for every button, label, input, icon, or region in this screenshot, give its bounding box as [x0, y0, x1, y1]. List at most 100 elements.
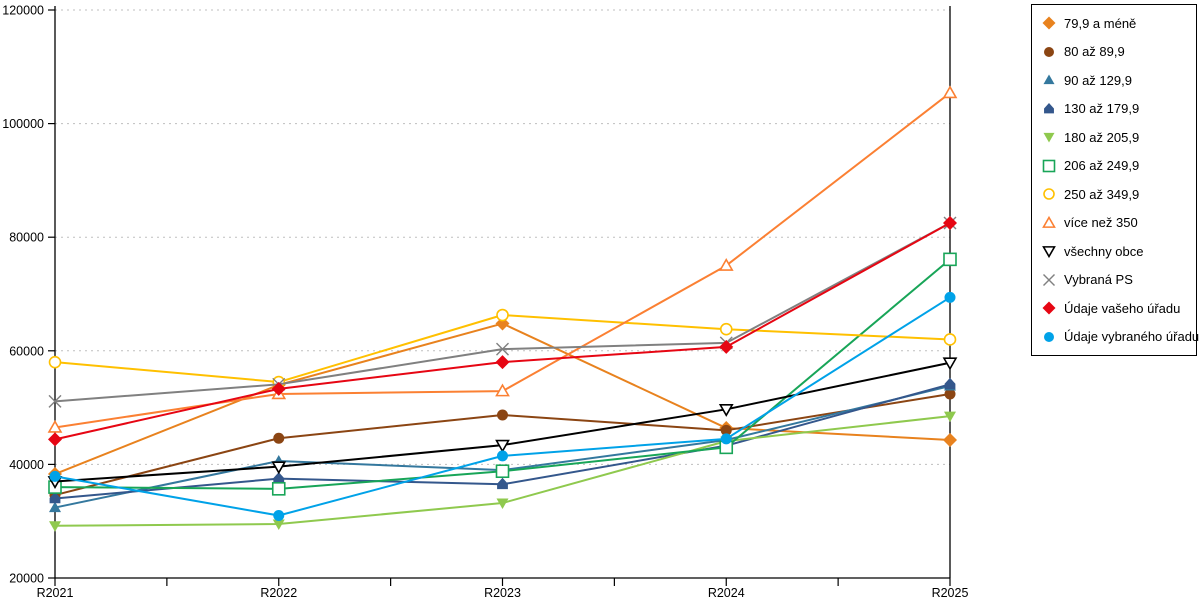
legend-marker-circle-icon	[1044, 331, 1054, 342]
legend-marker-diamond-icon	[1042, 301, 1056, 315]
data-point-marker-circle	[1044, 331, 1054, 342]
series-250-az-349-9	[48, 308, 957, 389]
data-point-marker-circle	[719, 322, 733, 336]
data-point-marker-square	[1042, 159, 1056, 173]
y-axis-tick-label: 100000	[2, 117, 44, 131]
legend-marker-square-icon	[1042, 159, 1056, 173]
legend-item-label: více než 350	[1064, 215, 1138, 231]
data-point-marker-triangle-down	[718, 404, 734, 417]
legend-item-label: všechny obce	[1064, 243, 1144, 259]
legend-item-udaje-vybraneho-uradu[interactable]: Údaje vybraného úřadu	[1032, 329, 1200, 345]
legend-item-vsechny-obce[interactable]: všechny obce	[1032, 243, 1196, 259]
legend-marker-triangle-up-icon	[1043, 74, 1055, 85]
x-axis-tick-label: R2023	[484, 586, 521, 600]
data-point-marker-diamond	[1042, 16, 1056, 30]
data-point-marker-diamond	[1042, 301, 1056, 315]
legend-marker-diamond-icon	[1042, 16, 1056, 30]
legend-marker-circle-icon	[1043, 188, 1055, 201]
legend-item-label: Údaje vašeho úřadu	[1064, 300, 1181, 316]
data-point-marker-circle	[496, 308, 509, 322]
x-axis-tick-label: R2024	[708, 586, 745, 600]
x-axis-tick-label: R2021	[37, 586, 74, 600]
data-point-marker-square	[495, 464, 510, 479]
data-point-marker-x	[1043, 273, 1055, 286]
data-point-marker-circle	[944, 388, 956, 400]
legend-marker-x-icon	[1043, 273, 1055, 286]
legend-marker-pentagon-icon	[1044, 102, 1054, 114]
data-point-marker-diamond	[943, 216, 957, 230]
y-axis-tick-label: 20000	[9, 572, 44, 586]
data-point-marker-triangle-up	[1042, 215, 1056, 228]
legend-item-vybrana-ps[interactable]: Vybraná PS	[1032, 272, 1196, 288]
legend-marker-triangle-up-icon	[1042, 215, 1056, 228]
data-point-marker-circle	[48, 355, 62, 369]
data-point-marker-triangle-down	[49, 521, 61, 532]
legend-item-label: 90 až 129,9	[1064, 72, 1132, 88]
data-point-marker-diamond	[719, 339, 734, 354]
legend-item-80-az-89-9[interactable]: 80 až 89,9	[1032, 44, 1196, 60]
data-point-marker-circle	[720, 433, 732, 445]
x-axis-tick-label: R2022	[260, 586, 297, 600]
data-point-marker-diamond	[271, 381, 286, 396]
data-point-marker-circle	[273, 432, 285, 444]
legend-item-label: Vybraná PS	[1064, 272, 1133, 288]
data-point-marker-circle	[944, 291, 956, 303]
legend-item-79-9-a-mene[interactable]: 79,9 a méně	[1032, 15, 1196, 31]
legend-item-label: Údaje vybraného úřadu	[1064, 329, 1200, 345]
y-axis-tick-label: 60000	[9, 344, 44, 358]
legend-item-label: 180 až 205,9	[1064, 129, 1140, 145]
legend-item-250-az-349-9[interactable]: 250 až 349,9	[1032, 186, 1196, 202]
data-point-marker-diamond	[943, 432, 957, 447]
data-point-marker-circle	[497, 409, 508, 421]
data-point-marker-square	[943, 252, 957, 267]
data-point-marker-square	[271, 482, 286, 496]
legend-item-label: 130 až 179,9	[1064, 101, 1140, 117]
series-udaje-vybraneho-uradu	[49, 291, 956, 522]
series-line-vice-nez-350	[54, 92, 951, 429]
data-point-marker-circle	[1044, 46, 1054, 57]
data-point-marker-circle	[497, 450, 508, 462]
series-vsechny-obce	[47, 357, 958, 490]
legend-marker-triangle-down-icon	[1043, 133, 1055, 143]
y-axis-tick-label: 120000	[2, 4, 44, 18]
data-point-marker-triangle-down	[944, 411, 956, 423]
data-point-marker-triangle-down	[496, 498, 509, 510]
data-point-marker-triangle-down	[272, 519, 285, 531]
data-point-marker-pentagon	[1044, 102, 1054, 114]
series-130-az-179-9	[49, 377, 956, 504]
legend-item-label: 79,9 a méně	[1064, 15, 1137, 31]
data-point-marker-circle	[273, 510, 285, 522]
data-point-marker-triangle-up	[1043, 74, 1055, 85]
legend-item-label: 80 až 89,9	[1064, 44, 1125, 60]
data-point-marker-circle	[1043, 188, 1055, 201]
legend-item-udaje-vaseho-uradu[interactable]: Údaje vašeho úřadu	[1032, 300, 1196, 316]
data-point-marker-x	[496, 342, 509, 356]
series-206-az-249-9	[48, 252, 957, 496]
legend: 79,9 a méně 80 až 89,9 90 až 129,9 130 až 1…	[1031, 4, 1200, 356]
data-point-marker-triangle-down	[1043, 133, 1055, 143]
legend-marker-triangle-down-icon	[1042, 246, 1056, 259]
data-point-marker-triangle-down	[1042, 246, 1056, 259]
data-point-marker-circle	[720, 424, 732, 436]
data-point-marker-diamond	[48, 432, 62, 447]
legend-item-180-az-205-9[interactable]: 180 až 205,9	[1032, 129, 1196, 145]
data-point-marker-pentagon	[273, 472, 285, 484]
series-180-az-205-9	[49, 411, 956, 532]
legend-item-130-az-179-9[interactable]: 130 až 179,9	[1032, 101, 1196, 117]
data-point-marker-triangle-down	[271, 461, 287, 475]
data-point-marker-circle	[49, 470, 61, 482]
data-point-marker-pentagon	[497, 477, 508, 490]
legend-marker-circle-icon	[1044, 46, 1054, 57]
data-point-marker-diamond	[495, 355, 510, 370]
data-point-marker-triangle-up	[495, 383, 510, 397]
legend-item-206-az-249-9[interactable]: 206 až 249,9	[1032, 158, 1196, 174]
legend-item-vice-nez-350[interactable]: více než 350	[1032, 215, 1196, 231]
legend-item-label: 206 až 249,9	[1064, 158, 1140, 174]
data-point-marker-circle	[943, 333, 957, 346]
data-point-marker-pentagon	[944, 377, 956, 390]
legend-item-90-az-129-9[interactable]: 90 až 129,9	[1032, 72, 1196, 88]
series-udaje-vaseho-uradu	[48, 216, 957, 447]
data-point-marker-triangle-down	[495, 439, 510, 453]
